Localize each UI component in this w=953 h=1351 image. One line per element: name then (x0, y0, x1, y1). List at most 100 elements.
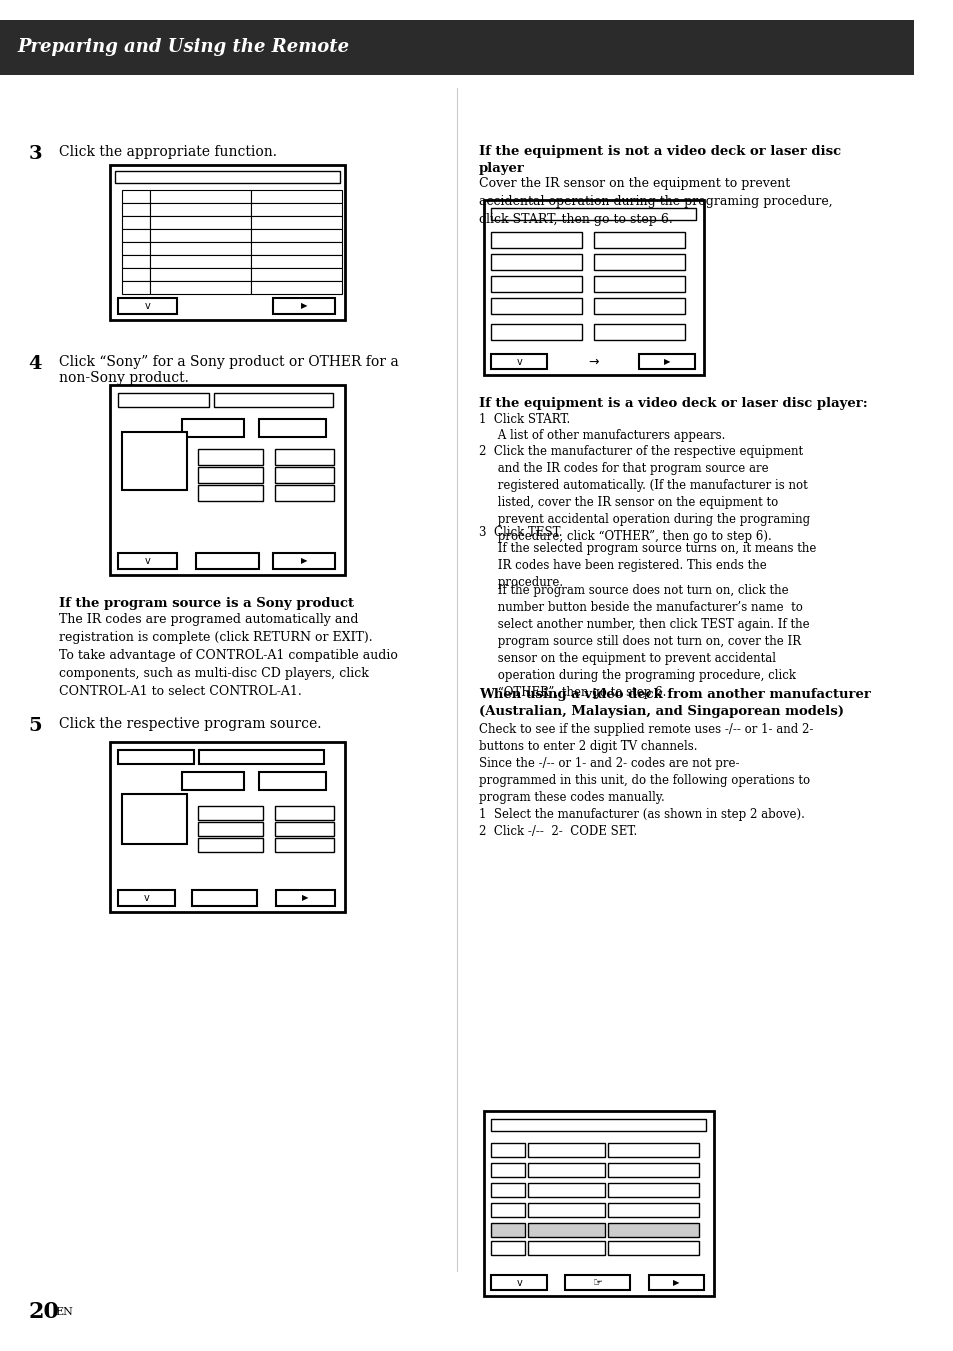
Bar (608, 1183, 699, 1197)
Bar (199, 750, 323, 765)
Text: ▶: ▶ (301, 557, 308, 566)
Text: Preparing and Using the Remote: Preparing and Using the Remote (17, 38, 349, 55)
Bar (491, 354, 546, 369)
Bar (251, 281, 342, 295)
Bar (565, 1275, 630, 1290)
Text: The IR codes are programed automatically and
registration is complete (click RET: The IR codes are programed automatically… (59, 613, 397, 698)
Bar (192, 890, 256, 907)
Bar (594, 254, 684, 270)
Bar (594, 299, 684, 313)
Bar (608, 1202, 699, 1217)
Bar (251, 267, 342, 281)
Bar (118, 393, 209, 407)
Bar (182, 771, 244, 790)
Bar (527, 1143, 604, 1156)
Bar (491, 208, 696, 220)
Bar (110, 165, 345, 320)
Bar (273, 299, 335, 313)
Bar (198, 821, 263, 836)
Bar (491, 1242, 524, 1255)
Text: v: v (516, 357, 521, 367)
Bar (151, 267, 251, 281)
Bar (198, 485, 263, 501)
Bar (198, 449, 263, 465)
Text: →: → (588, 355, 598, 369)
Bar (639, 354, 694, 369)
Text: ▶: ▶ (663, 358, 669, 366)
Text: ▶: ▶ (673, 1278, 679, 1288)
Bar (527, 1242, 604, 1255)
Bar (608, 1223, 699, 1238)
Bar (151, 281, 251, 295)
Bar (251, 216, 342, 230)
Bar (198, 838, 263, 852)
Bar (491, 276, 582, 292)
Text: If the equipment is not a video deck or laser disc
player: If the equipment is not a video deck or … (478, 145, 841, 176)
Bar (483, 200, 703, 376)
Bar (182, 419, 244, 436)
Bar (608, 1163, 699, 1177)
Text: If the equipment is a video deck or laser disc player:: If the equipment is a video deck or lase… (478, 397, 867, 409)
Bar (122, 242, 151, 255)
Bar (594, 232, 684, 249)
Text: If the program source is a Sony product: If the program source is a Sony product (59, 597, 354, 611)
Bar (258, 419, 325, 436)
Bar (151, 230, 251, 242)
Bar (118, 553, 177, 569)
Bar (594, 276, 684, 292)
Bar (527, 1163, 604, 1177)
Bar (258, 771, 325, 790)
Bar (118, 750, 194, 765)
Bar (151, 190, 251, 203)
Bar (491, 1275, 546, 1290)
Bar (251, 203, 342, 216)
Text: If the program source does not turn on, click the
     number button beside the : If the program source does not turn on, … (478, 584, 809, 698)
Bar (491, 324, 582, 340)
Text: v: v (145, 557, 151, 566)
Bar (151, 203, 251, 216)
Text: ▶: ▶ (302, 893, 309, 902)
Text: ▶: ▶ (301, 301, 308, 311)
Bar (648, 1275, 703, 1290)
Text: 3  Click TEST.: 3 Click TEST. (478, 526, 562, 539)
Bar (608, 1242, 699, 1255)
Bar (151, 242, 251, 255)
Bar (198, 467, 263, 484)
Bar (0, 20, 913, 76)
Bar (122, 281, 151, 295)
Bar (274, 485, 334, 501)
Bar (122, 216, 151, 230)
Bar (491, 254, 582, 270)
Text: v: v (145, 301, 151, 311)
Bar (274, 838, 334, 852)
Text: A list of other manufacturers appears.: A list of other manufacturers appears. (478, 430, 724, 442)
Bar (594, 324, 684, 340)
Text: ☞: ☞ (592, 1278, 602, 1288)
Text: Cover the IR sensor on the equipment to prevent
accidental operation during the : Cover the IR sensor on the equipment to … (478, 177, 832, 226)
Text: EN: EN (55, 1306, 73, 1317)
Text: 2  Click the manufacturer of the respective equipment
     and the IR codes for : 2 Click the manufacturer of the respecti… (478, 444, 809, 543)
Bar (527, 1183, 604, 1197)
Text: 5: 5 (29, 717, 42, 735)
Text: Check to see if the supplied remote uses -/-- or 1- and 2-
buttons to enter 2 di: Check to see if the supplied remote uses… (478, 723, 813, 838)
Text: Click the appropriate function.: Click the appropriate function. (59, 145, 277, 159)
Bar (122, 230, 151, 242)
Bar (196, 553, 258, 569)
Bar (115, 172, 340, 182)
Bar (251, 242, 342, 255)
Text: If the selected program source turns on, it means the
     IR codes have been re: If the selected program source turns on,… (478, 542, 816, 589)
Text: Click “Sony” for a Sony product or OTHER for a
non-Sony product.: Click “Sony” for a Sony product or OTHER… (59, 355, 398, 385)
Bar (122, 190, 151, 203)
Bar (491, 1143, 524, 1156)
Text: 3: 3 (29, 145, 42, 163)
Bar (527, 1223, 604, 1238)
Bar (110, 742, 345, 912)
Bar (273, 553, 335, 569)
Bar (491, 1202, 524, 1217)
Bar (251, 190, 342, 203)
Bar (122, 794, 187, 844)
Bar (274, 449, 334, 465)
Bar (483, 1111, 713, 1296)
Bar (151, 216, 251, 230)
Bar (275, 890, 335, 907)
